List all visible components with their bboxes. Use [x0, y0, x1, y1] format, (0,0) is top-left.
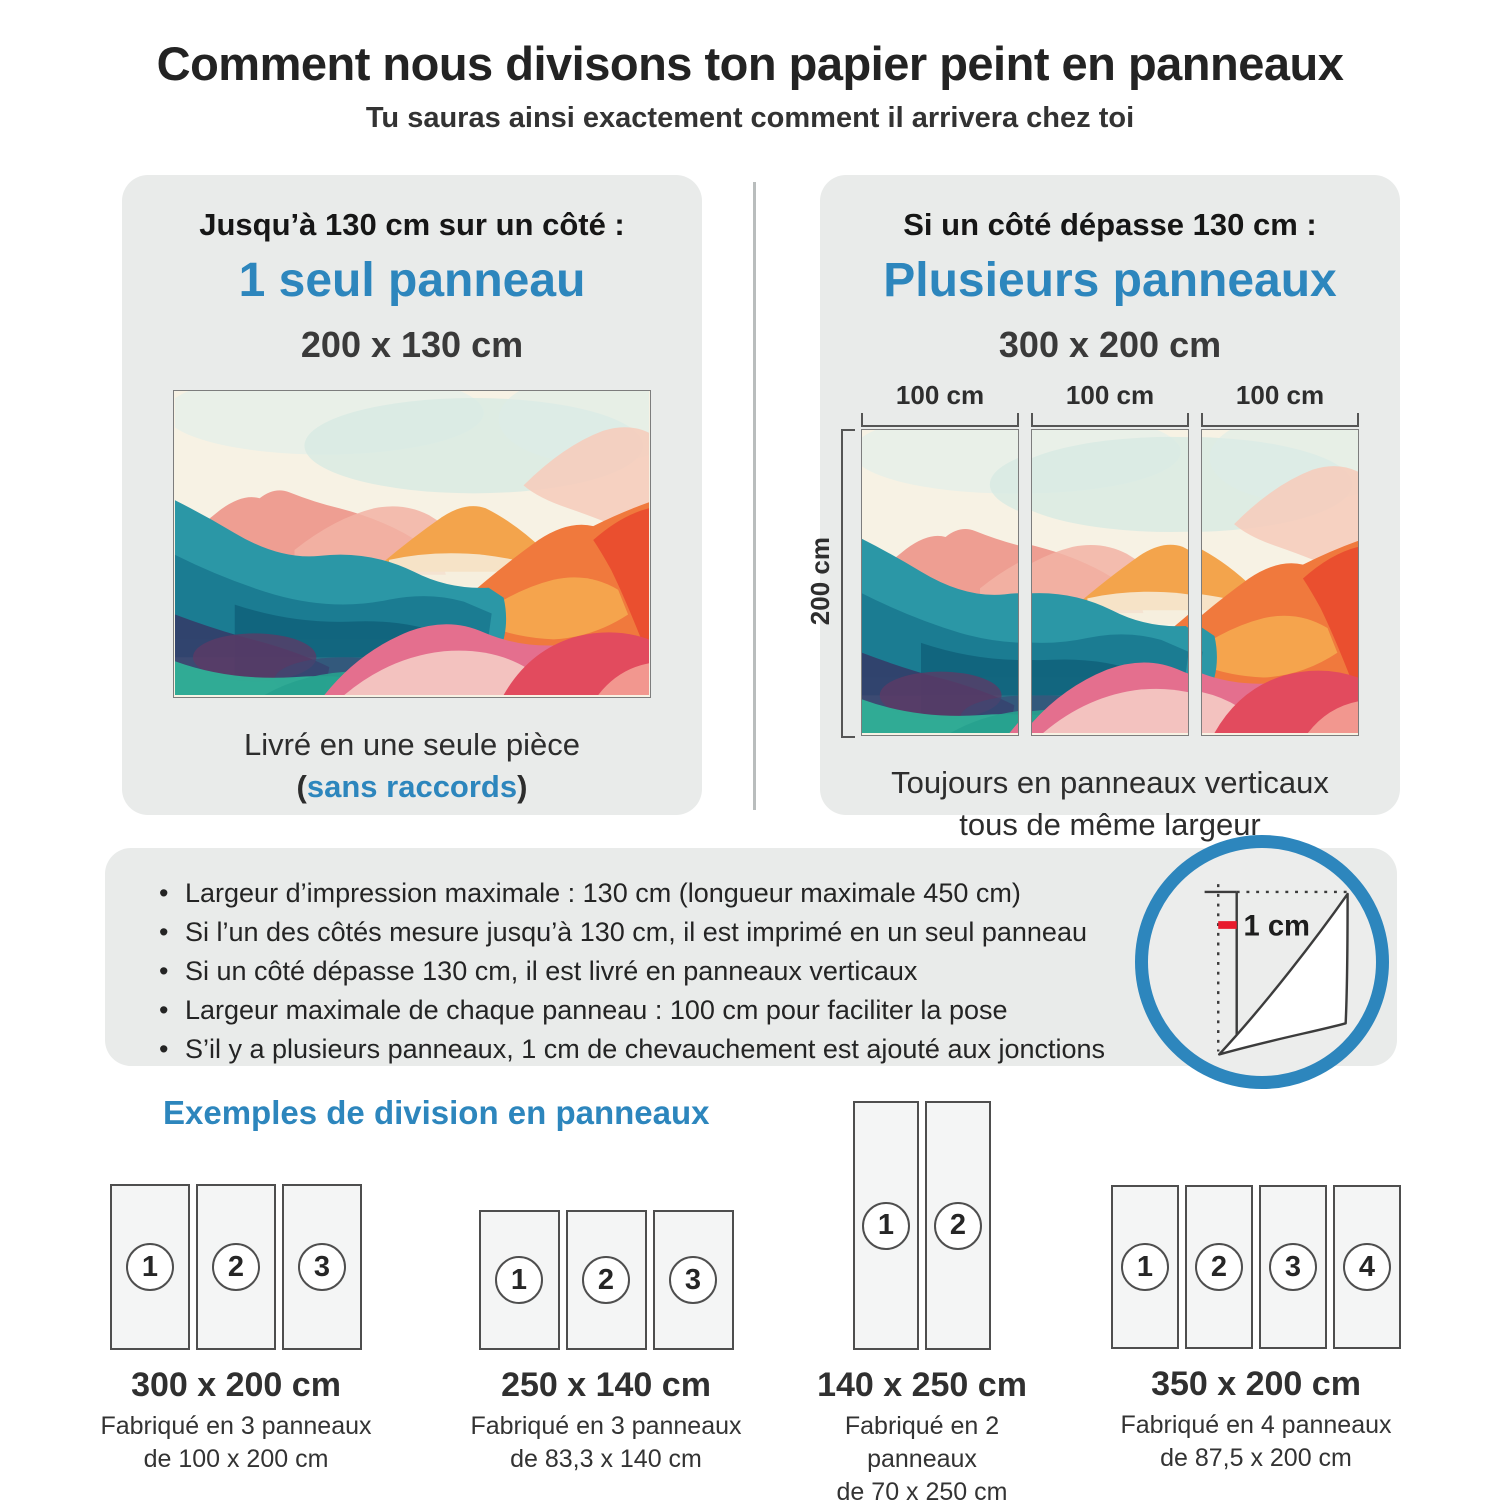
width-dimension-label: 100 cm [1065, 380, 1155, 410]
example-300x200: 1 2 3 300 x 200 cm Fabriqué en 3 panneau… [85, 1184, 387, 1476]
example-size: 350 x 200 cm [1151, 1365, 1361, 1403]
example-detail-line2: de 100 x 200 cm [143, 1445, 329, 1473]
panel-number-badge: 3 [298, 1243, 346, 1291]
single-panel-size: 200 x 130 cm [300, 324, 524, 365]
multi-panel-caption: Toujours en panneaux verticaux tous de m… [820, 762, 1400, 846]
overlap-label: 1 cm [1244, 911, 1311, 943]
example-panel: 1 [478, 1210, 560, 1350]
example-panel: 1 [110, 1184, 190, 1350]
example-panel: 2 [565, 1210, 647, 1350]
example-panel: 3 [652, 1210, 734, 1350]
boxes-divider [753, 182, 756, 810]
example-panel: 2 [925, 1101, 991, 1350]
paren-close: ) [517, 769, 528, 804]
example-detail-line1: Fabriqué en 4 panneaux [1120, 1411, 1392, 1439]
single-panel-result: 1 seul panneau [238, 254, 586, 307]
multi-panel-result: Plusieurs panneaux [883, 254, 1337, 307]
wallpaper-panel-1 [861, 429, 1019, 736]
wallpaper-artwork [165, 371, 688, 701]
dimension-bracket [841, 429, 855, 738]
panel-number-badge: 1 [126, 1243, 174, 1291]
wallpaper-panel-2 [1031, 429, 1189, 736]
overlap-diagram-badge: 1 cm [1135, 835, 1389, 1089]
dimension-bracket [861, 413, 1019, 427]
dimension-bracket [1031, 413, 1189, 427]
single-panel-condition: Jusqu’à 130 cm sur un côté : [199, 207, 625, 242]
example-size: 300 x 200 cm [131, 1366, 341, 1404]
multi-panel-size: 300 x 200 cm [998, 324, 1222, 365]
info-bullet-list: Largeur d’impression maximale : 130 cm (… [105, 848, 1397, 1065]
caption-line1: Livré en une seule pièce [243, 727, 581, 762]
info-bullet: Largeur maximale de chaque panneau : 100… [153, 995, 1147, 1026]
example-detail-line2: de 70 x 250 cm [836, 1478, 1008, 1500]
example-size: 250 x 140 cm [501, 1366, 711, 1404]
single-panel-caption: Livré en une seule pièce (sans raccords) [122, 724, 702, 808]
paren-open: ( [296, 769, 307, 804]
overlap-1cm-icon: 1 cm [1204, 884, 1349, 1056]
example-panel: 2 [1185, 1185, 1253, 1349]
example-panel: 2 [196, 1184, 276, 1350]
height-dimension-label: 200 cm [805, 537, 835, 626]
example-size: 140 x 250 cm [817, 1366, 1027, 1404]
page-title: Comment nous divisons ton papier peint e… [156, 37, 1344, 90]
example-detail-line1: Fabriqué en 2 panneaux [844, 1412, 1000, 1473]
caption-line2: tous de même largeur [959, 807, 1261, 842]
example-panel: 3 [282, 1184, 362, 1350]
example-panel: 4 [1333, 1185, 1401, 1349]
example-detail-line1: Fabriqué en 3 panneaux [100, 1412, 372, 1440]
panel-number-badge: 2 [1195, 1243, 1243, 1291]
panel-number-badge: 2 [582, 1256, 630, 1304]
wallpaper-panel-3 [1201, 429, 1359, 736]
example-panel: 3 [1259, 1185, 1327, 1349]
example-detail-line2: de 83,3 x 140 cm [510, 1445, 702, 1473]
info-bullet: Si un côté dépasse 130 cm, il est livré … [153, 956, 1147, 987]
multi-panel-box: Si un côté dépasse 130 cm : Plusieurs pa… [805, 175, 1400, 842]
example-detail-line2: de 87,5 x 200 cm [1160, 1444, 1352, 1472]
example-250x140: 1 2 3 250 x 140 cm Fabriqué en 3 panneau… [455, 1210, 757, 1476]
example-350x200: 1 2 3 4 350 x 200 cm Fabriqué en 4 panne… [1103, 1185, 1409, 1475]
caption-highlight: sans raccords [306, 769, 518, 804]
width-dimension-label: 100 cm [895, 380, 985, 410]
example-panel: 1 [1111, 1185, 1179, 1349]
page-subtitle: Tu sauras ainsi exactement comment il ar… [365, 102, 1135, 134]
width-dimension-label: 100 cm [1235, 380, 1325, 410]
panel-number-badge: 2 [934, 1201, 982, 1250]
dimension-bracket [1201, 413, 1359, 427]
example-140x250: 1 2 140 x 250 cm Fabriqué en 2 panneaux … [790, 1101, 1054, 1500]
panel-number-badge: 4 [1343, 1243, 1391, 1291]
width-dimensions: 100 cm 100 cm 100 cm [861, 380, 1359, 427]
example-panel: 1 [853, 1101, 919, 1350]
panel-number-badge: 2 [212, 1243, 260, 1291]
height-dimension: 200 cm [805, 429, 855, 738]
panel-number-badge: 3 [669, 1256, 717, 1304]
example-detail-line1: Fabriqué en 3 panneaux [470, 1412, 742, 1440]
panel-number-badge: 1 [1121, 1243, 1169, 1291]
single-panel-box: Jusqu’à 130 cm sur un côté : 1 seul pann… [122, 175, 702, 815]
panel-number-badge: 3 [1269, 1243, 1317, 1291]
info-bullet: S’il y a plusieurs panneaux, 1 cm de che… [153, 1034, 1147, 1065]
examples-heading: Exemples de division en panneaux [163, 1094, 710, 1131]
panel-number-badge: 1 [495, 1256, 543, 1304]
info-bullet: Si l’un des côtés mesure jusqu’à 130 cm,… [153, 917, 1147, 948]
caption-line1: Toujours en panneaux verticaux [891, 765, 1329, 800]
info-bullet: Largeur d’impression maximale : 130 cm (… [153, 878, 1147, 909]
split-wallpaper-artwork: 200 cm [805, 429, 1359, 738]
multi-panel-condition: Si un côté dépasse 130 cm : [903, 207, 1317, 242]
panel-number-badge: 1 [862, 1201, 910, 1250]
